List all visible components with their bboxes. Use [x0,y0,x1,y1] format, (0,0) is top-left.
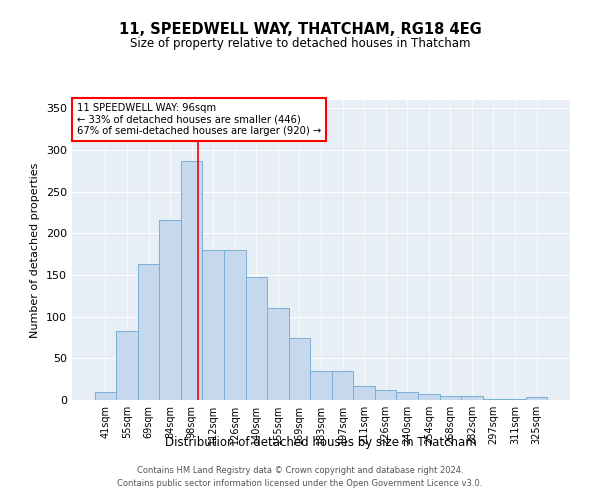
Bar [224,250,245,400]
Bar [289,338,310,400]
Bar [504,399,526,400]
Bar [375,390,397,400]
Bar [267,308,289,400]
Bar [160,220,181,400]
Bar [482,399,504,400]
Text: 11 SPEEDWELL WAY: 96sqm
← 33% of detached houses are smaller (446)
67% of semi-d: 11 SPEEDWELL WAY: 96sqm ← 33% of detache… [77,103,321,136]
Bar [245,276,267,400]
Bar [310,371,332,400]
Text: Size of property relative to detached houses in Thatcham: Size of property relative to detached ho… [130,38,470,51]
Text: Contains HM Land Registry data © Crown copyright and database right 2024.
Contai: Contains HM Land Registry data © Crown c… [118,466,482,487]
Bar [95,392,116,400]
Bar [461,396,482,400]
Bar [202,250,224,400]
Bar [353,386,375,400]
Bar [138,264,160,400]
Text: 11, SPEEDWELL WAY, THATCHAM, RG18 4EG: 11, SPEEDWELL WAY, THATCHAM, RG18 4EG [119,22,481,38]
Bar [181,161,202,400]
Bar [440,396,461,400]
Bar [418,394,440,400]
Y-axis label: Number of detached properties: Number of detached properties [31,162,40,338]
Bar [526,396,547,400]
Bar [397,392,418,400]
Text: Distribution of detached houses by size in Thatcham: Distribution of detached houses by size … [165,436,477,449]
Bar [332,371,353,400]
Bar [116,331,138,400]
